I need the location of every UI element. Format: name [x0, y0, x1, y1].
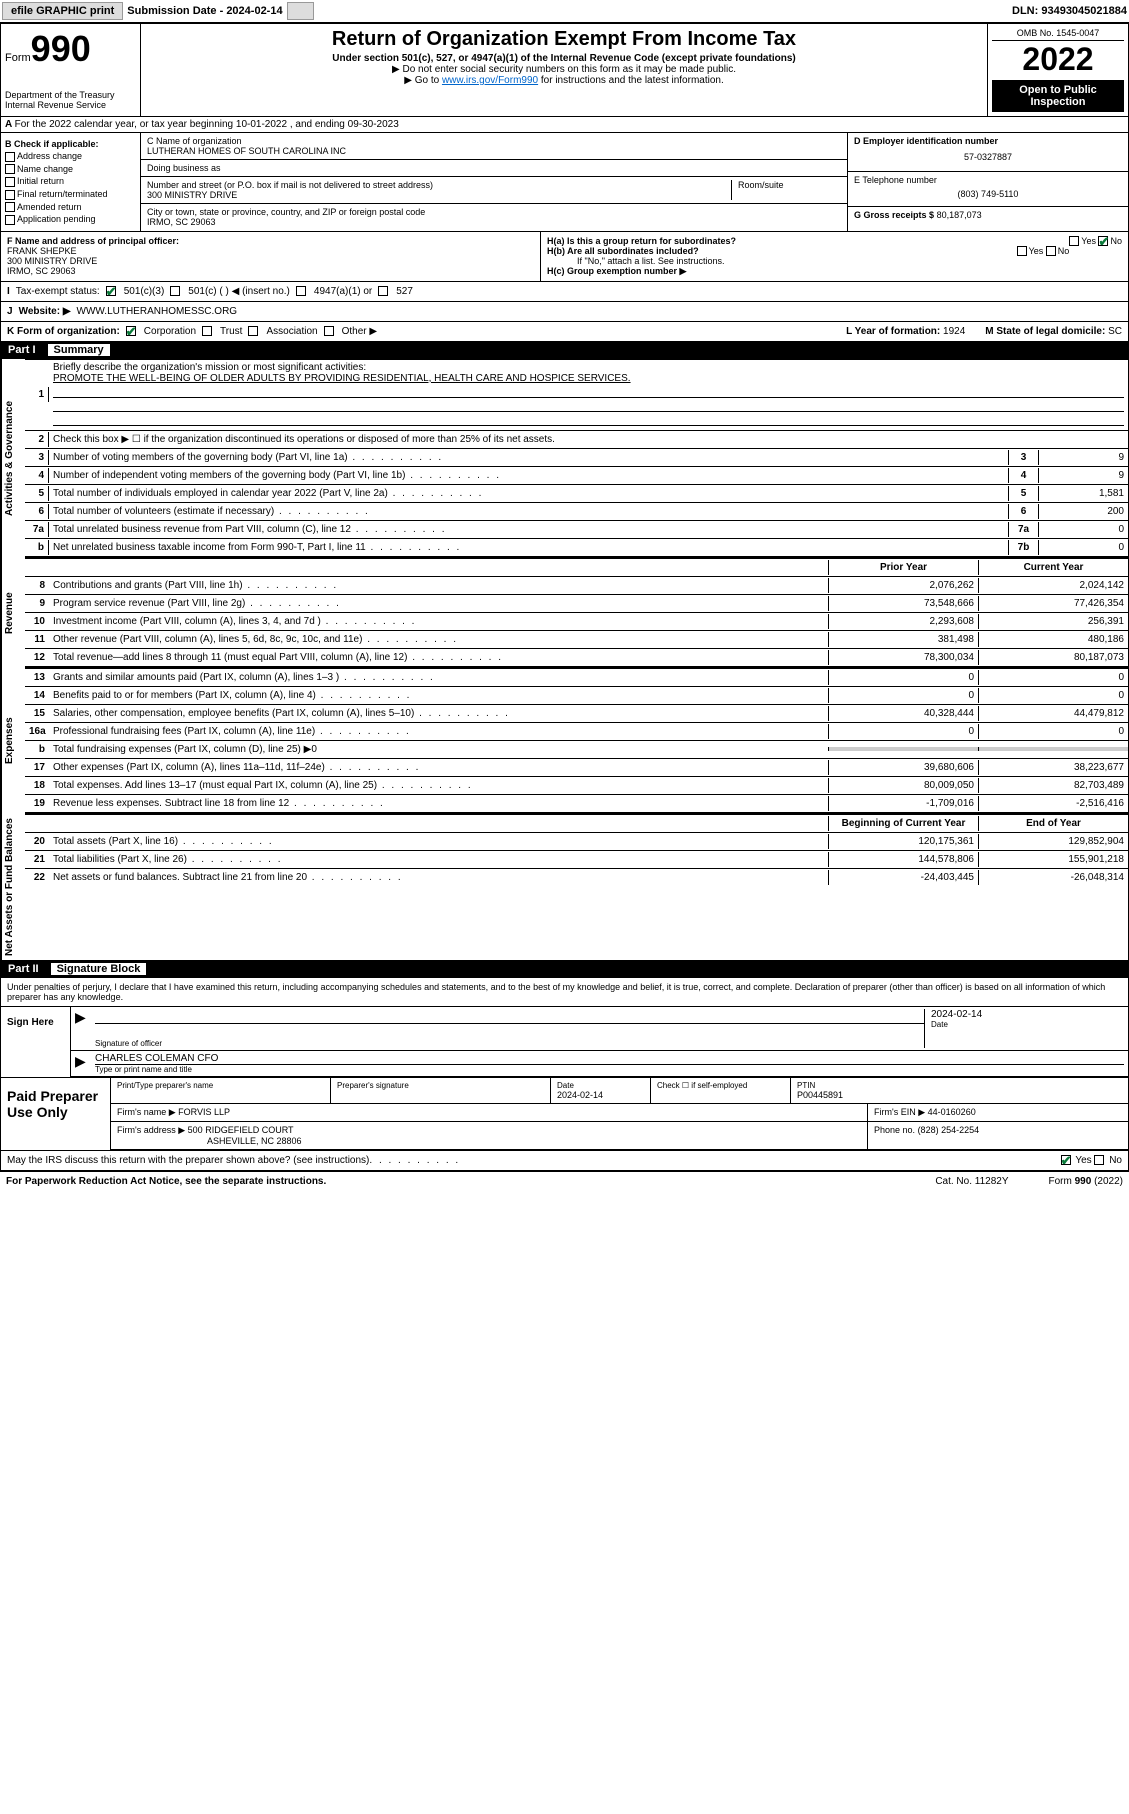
arrow-icon: ▶ [75, 1009, 95, 1048]
signature-block: Under penalties of perjury, I declare th… [0, 977, 1129, 1171]
sig-date: 2024-02-14 [931, 1009, 1124, 1020]
header-info-grid: B Check if applicable: Address change Na… [0, 133, 1129, 232]
form-number-cell: Form990 Department of the Treasury Inter… [1, 24, 141, 116]
line-13: 13 Grants and similar amounts paid (Part… [25, 668, 1128, 686]
part1-header: Part I Summary [0, 342, 1129, 358]
vlabel-expenses: Expenses [1, 668, 25, 814]
vlabel-revenue: Revenue [1, 558, 25, 668]
efile-button[interactable]: efile GRAPHIC print [2, 2, 123, 20]
city-state-zip: IRMO, SC 29063 [147, 217, 841, 227]
vlabel-activities: Activities & Governance [1, 359, 25, 558]
officer-typed-name: CHARLES COLEMAN CFO [95, 1053, 1124, 1064]
row-a-tax-year: A For the 2022 calendar year, or tax yea… [0, 117, 1129, 133]
line-6: 6 Total number of volunteers (estimate i… [25, 502, 1128, 520]
form-title-cell: Return of Organization Exempt From Incom… [141, 24, 988, 116]
header-bar: efile GRAPHIC print Submission Date - 20… [0, 0, 1129, 23]
part1-body: Activities & Governance 1 Briefly descri… [0, 358, 1129, 961]
firm-phone: (828) 254-2254 [918, 1125, 980, 1135]
officer-name: FRANK SHEPKE [7, 246, 534, 256]
row-j-website: J Website: ▶ WWW.LUTHERANHOMESSC.ORG [0, 302, 1129, 322]
sign-here-label: Sign Here [1, 1007, 71, 1077]
blank-button[interactable] [287, 2, 314, 20]
line-5: 5 Total number of individuals employed i… [25, 484, 1128, 502]
line-12: 12 Total revenue—add lines 8 through 11 … [25, 648, 1128, 666]
row-i-tax-status: I Tax-exempt status: 501(c)(3) 501(c) ( … [0, 282, 1129, 302]
line-8: 8 Contributions and grants (Part VIII, l… [25, 576, 1128, 594]
phone: (803) 749-5110 [854, 185, 1122, 203]
line-11: 11 Other revenue (Part VIII, column (A),… [25, 630, 1128, 648]
officer-group-return: F Name and address of principal officer:… [0, 232, 1129, 282]
line-20: 20 Total assets (Part X, line 16) 120,17… [25, 832, 1128, 850]
form-header: Form990 Department of the Treasury Inter… [0, 23, 1129, 117]
line-17: 17 Other expenses (Part IX, column (A), … [25, 758, 1128, 776]
line-14: 14 Benefits paid to or for members (Part… [25, 686, 1128, 704]
ein: 57-0327887 [854, 146, 1122, 168]
dln: DLN: 93493045021884 [1012, 5, 1127, 17]
line-4: 4 Number of independent voting members o… [25, 466, 1128, 484]
firm-name: FORVIS LLP [178, 1107, 230, 1117]
firm-ein: 44-0160260 [928, 1107, 976, 1117]
page-footer: For Paperwork Reduction Act Notice, see … [0, 1171, 1129, 1191]
mission-text: PROMOTE THE WELL-BEING OF OLDER ADULTS B… [53, 373, 631, 384]
line-15: 15 Salaries, other compensation, employe… [25, 704, 1128, 722]
col-c-org-info: C Name of organization LUTHERAN HOMES OF… [141, 133, 848, 231]
paid-preparer-label: Paid Preparer Use Only [1, 1078, 111, 1150]
line-19: 19 Revenue less expenses. Subtract line … [25, 794, 1128, 812]
part2-header: Part II Signature Block [0, 961, 1129, 977]
line-7a: 7a Total unrelated business revenue from… [25, 520, 1128, 538]
row-k-form-org: K Form of organization: Corporation Trus… [0, 322, 1129, 342]
line-16a: 16a Professional fundraising fees (Part … [25, 722, 1128, 740]
line-21: 21 Total liabilities (Part X, line 26) 1… [25, 850, 1128, 868]
col-d-ein-phone: D Employer identification number 57-0327… [848, 133, 1128, 231]
line-9: 9 Program service revenue (Part VIII, li… [25, 594, 1128, 612]
gross-receipts: 80,187,073 [937, 210, 982, 220]
ptin: P00445891 [797, 1090, 1122, 1100]
form-title: Return of Organization Exempt From Incom… [145, 28, 983, 51]
line-b: b Net unrelated business taxable income … [25, 538, 1128, 556]
submission-date: Submission Date - 2024-02-14 [127, 5, 282, 17]
irs-link[interactable]: www.irs.gov/Form990 [442, 75, 538, 86]
org-name: LUTHERAN HOMES OF SOUTH CAROLINA INC [147, 146, 841, 156]
line-3: 3 Number of voting members of the govern… [25, 448, 1128, 466]
discuss-yes-checkbox[interactable] [1061, 1155, 1071, 1165]
col-b-checkboxes: B Check if applicable: Address change Na… [1, 133, 141, 231]
501c3-checkbox[interactable] [106, 286, 116, 296]
line-22: 22 Net assets or fund balances. Subtract… [25, 868, 1128, 886]
vlabel-net-assets: Net Assets or Fund Balances [1, 814, 25, 960]
form-year-cell: OMB No. 1545-0047 2022 Open to Public In… [988, 24, 1128, 116]
website: WWW.LUTHERANHOMESSC.ORG [77, 306, 238, 317]
line-18: 18 Total expenses. Add lines 13–17 (must… [25, 776, 1128, 794]
line-10: 10 Investment income (Part VIII, column … [25, 612, 1128, 630]
street-address: 300 MINISTRY DRIVE [147, 190, 731, 200]
